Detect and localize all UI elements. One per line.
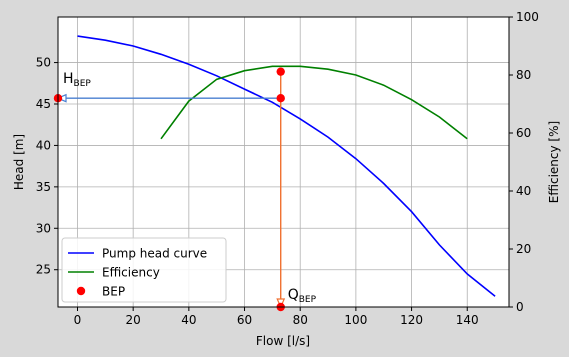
y-right-tick-label: 20 [516,242,531,256]
y-axis-label: Head [m] [12,134,26,190]
series-layer [77,35,496,297]
x-tick-label: 140 [456,313,479,327]
x-tick-label: 100 [344,313,367,327]
legend-label: BEP [102,285,125,299]
x-tick-label: 60 [237,313,252,327]
legend-label: Pump head curve [102,247,207,261]
y-right-tick-label: 100 [516,10,539,24]
x-tick-label: 0 [74,313,82,327]
annotation-base: Q [288,287,299,303]
head-curve-line [77,35,496,297]
bep-point [276,94,285,103]
bep-point [276,67,285,76]
plot-frame [57,16,510,308]
x-tick-label: 20 [126,313,141,327]
legend: Pump head curve Efficiency BEP [61,237,227,303]
y-right-tick-label: 60 [516,126,531,140]
q-bep-arrow-head [276,298,286,309]
y-tick-label: 25 [36,263,51,277]
annotation-subscript: BEP [74,79,92,89]
efficiency-line [160,65,468,140]
y-tick-label: 50 [36,56,51,70]
y-right-tick-label: 40 [516,184,531,198]
y-tick-label: 35 [36,180,51,194]
y-tick-label: 45 [36,97,51,111]
y-right-tick-label: 0 [516,300,524,314]
x-tick-label: 120 [400,313,423,327]
legend-marker-bep [76,286,86,296]
y-tick-label: 30 [36,221,51,235]
annotation-base: H [63,71,74,87]
legend-box [61,237,227,303]
legend-label: Efficiency [102,266,160,280]
x-axis-label: Flow [l/s] [256,334,310,348]
annotation-subscript: BEP [299,295,317,305]
q-bep-label: QBEP [288,287,317,305]
y-axis-label-right: Efficiency [%] [547,121,561,203]
y-tick-label: 40 [36,138,51,152]
x-tick-label: 80 [293,313,308,327]
x-tick-label: 40 [181,313,196,327]
h-bep-arrow-head [56,93,67,103]
y-right-tick-label: 80 [516,68,531,82]
tick-layer: 0 20 40 60 80 100 120 140 25 30 35 40 45 50 0 20 40 60 80 1… [36,10,539,327]
arrow-layer [56,71,286,309]
h-bep-label: HBEP [63,71,91,89]
